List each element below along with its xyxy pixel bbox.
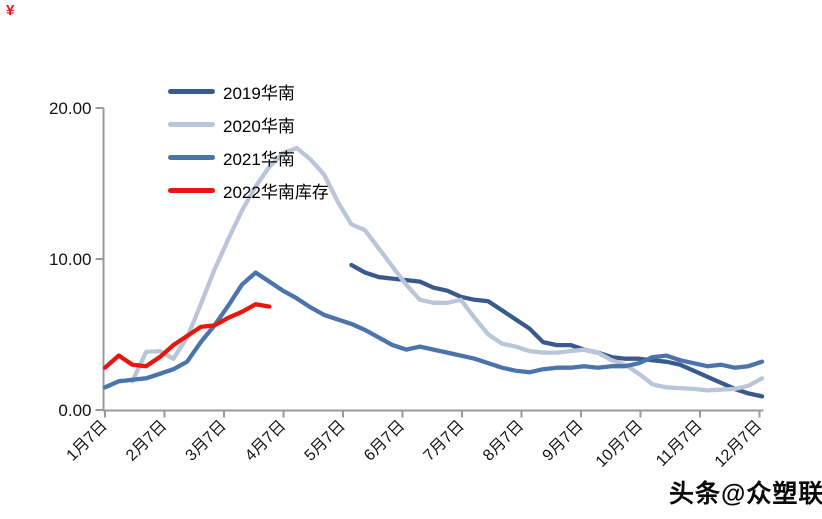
- x-tick-label: 1月7日: [64, 417, 111, 464]
- x-tick-label: 10月7日: [593, 417, 647, 471]
- legend-item-3: 2022华南库存: [168, 178, 329, 202]
- series-line-1: [130, 145, 765, 393]
- legend-swatch: [168, 121, 215, 127]
- legend-item-2: 2021华南: [168, 145, 329, 169]
- legend-label: 2021华南: [223, 149, 295, 169]
- x-tick-label: 9月7日: [540, 417, 587, 464]
- currency-mark: ¥: [6, 2, 15, 19]
- series-line-0: [349, 262, 765, 399]
- legend-label: 2019华南: [223, 83, 295, 103]
- legend-swatch: [168, 187, 215, 193]
- x-tick-label: 6月7日: [361, 417, 408, 464]
- y-tick-label: 20.00: [49, 99, 92, 118]
- legend-swatch: [168, 154, 215, 160]
- x-tick-label: 11月7日: [653, 417, 706, 470]
- series-line-3: [102, 302, 272, 370]
- y-tick-label: 10.00: [49, 250, 92, 269]
- x-tick-label: 8月7日: [480, 417, 527, 464]
- legend-item-1: 2020华南: [168, 112, 329, 136]
- legend-label: 2020华南: [223, 116, 295, 136]
- x-tick-label: 12月7日: [712, 417, 766, 471]
- legend-label: 2022华南库存: [223, 182, 329, 202]
- watermark: 头条@众塑联: [669, 480, 822, 508]
- x-tick-label: 2月7日: [123, 417, 170, 464]
- legend-swatch: [168, 88, 215, 94]
- x-tick-label: 4月7日: [242, 417, 289, 464]
- legend: 2019华南 2020华南 2021华南 2022华南库存: [168, 79, 329, 202]
- legend-item-0: 2019华南: [168, 79, 329, 103]
- y-tick-label: 0.00: [58, 401, 91, 420]
- x-tick-label: 3月7日: [183, 417, 230, 464]
- x-tick-label: 5月7日: [302, 417, 349, 464]
- x-tick-label: 7月7日: [421, 417, 468, 464]
